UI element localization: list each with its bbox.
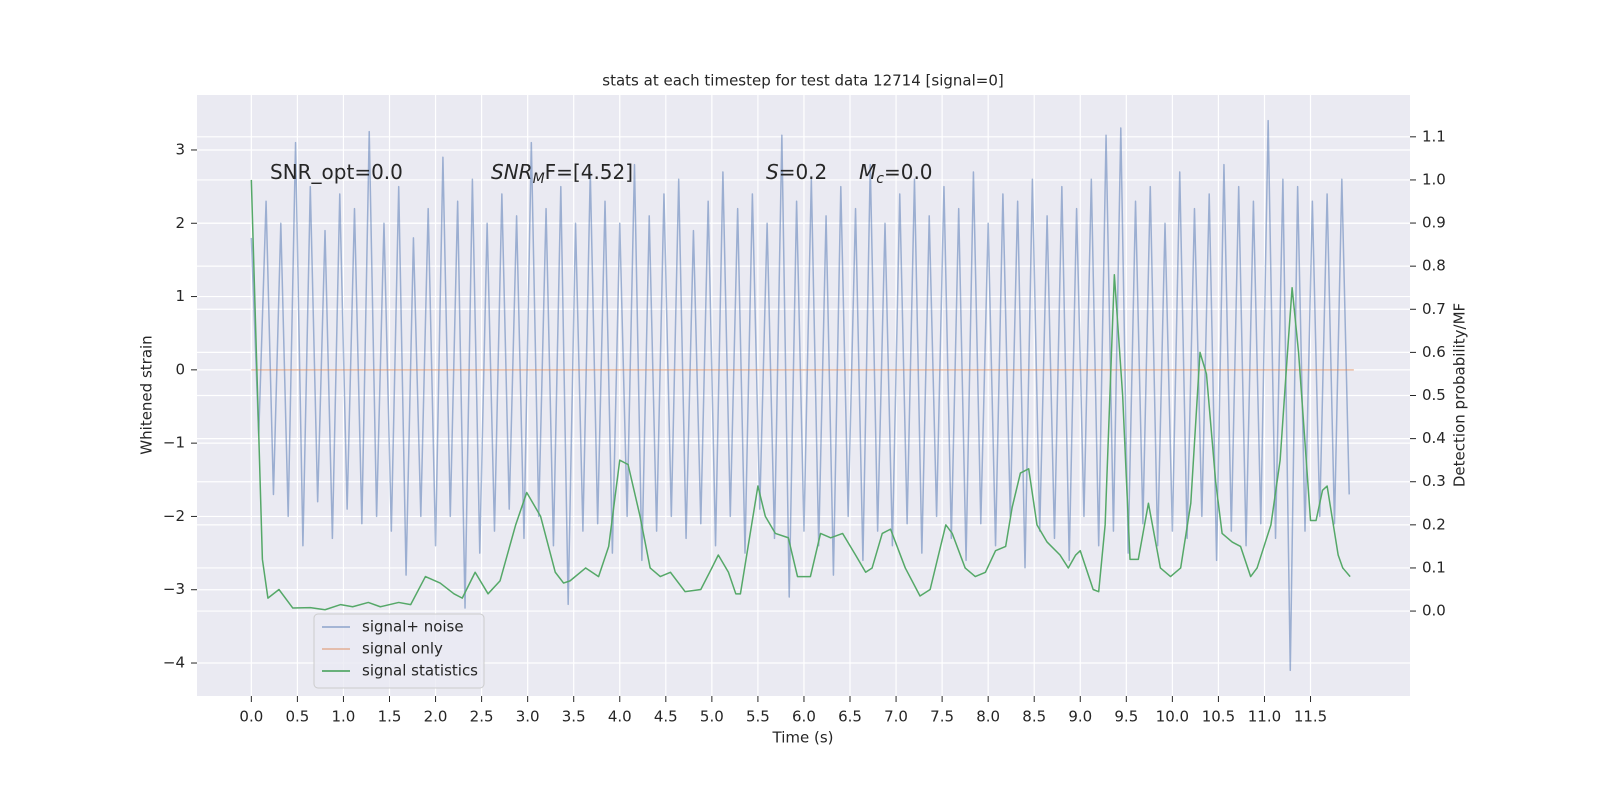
x-tick-label: 1.5 [378,708,402,726]
y2-tick-label: 0.5 [1422,386,1446,404]
x-tick-label: 4.0 [608,708,632,726]
y2-tick-label: 0.4 [1422,429,1446,447]
x-tick-label: 11.0 [1248,708,1281,726]
x-tick-label: 8.0 [976,708,1000,726]
y2-axis-label: Detection probability/MF [1451,303,1469,487]
annotation: S=0.2 [766,160,827,184]
x-tick-label: 11.5 [1294,708,1327,726]
y-tick-label: −2 [163,507,185,525]
y-tick-label: −4 [163,654,185,672]
x-tick-label: 6.5 [838,708,862,726]
legend-label: signal only [362,640,443,658]
y2-tick-label: 1.1 [1422,127,1446,145]
annotations: SNR_opt=0.0 SNRMF=[4.52] S=0.2 Mc=0.0 [270,160,933,188]
legend-box [313,613,485,689]
annotation-sub: M [533,171,545,187]
annotation-main: SNR [491,160,533,184]
annotation-main: S [766,160,779,184]
series-line [250,119,1350,672]
y2-tick-label: 0.1 [1422,558,1446,576]
x-tick-label: 3.0 [516,708,540,726]
y2-tick-label: 0.8 [1422,257,1446,275]
annotation-tail: F=[4.52] [545,160,633,184]
chart-title: stats at each timestep for test data 127… [602,72,1003,90]
y2-tick-label: 0.9 [1422,214,1446,232]
annotation: SNRMF=[4.52] [491,160,633,188]
annotation-main: M [859,160,876,184]
y-tick-label: 2 [175,214,185,232]
annotation: Mc=0.0 [859,160,933,188]
x-tick-label: 1.0 [332,708,356,726]
annotation-tail: =0.0 [884,160,933,184]
x-tick-label: 0.0 [239,708,263,726]
y2-tick-label: 0.3 [1422,472,1446,490]
legend-label: signal+ noise [362,618,464,636]
x-tick-label: 6.0 [792,708,816,726]
legend-label: signal statistics [362,662,478,680]
y2-tick-label: 0.6 [1422,343,1446,361]
y-tick-label: 0 [175,360,185,378]
y-tick-label: −1 [163,434,185,452]
y-tick-label: 1 [175,287,185,305]
x-tick-label: 4.5 [654,708,678,726]
x-tick-label: 2.0 [424,708,448,726]
ticks: 0.0 0.5 1.0 1.5 2.0 2.5 3.0 3.5 4.0 4.5 5.0 5.5 6.0 6… [163,127,1446,725]
annotation-sub: c [876,171,884,187]
marks [250,119,1354,672]
annotation-tail: =0.2 [779,160,828,184]
x-tick-label: 2.5 [470,708,494,726]
x-tick-label: 7.5 [930,708,954,726]
x-tick-label: 5.5 [746,708,770,726]
annotation: SNR_opt=0.0 [270,160,403,184]
x-tick-label: 10.0 [1156,708,1189,726]
x-axis-label: Time (s) [772,729,834,747]
y2-tick-label: 0.0 [1422,602,1446,620]
series-line [250,179,1351,611]
x-tick-label: 5.0 [700,708,724,726]
x-tick-label: 9.0 [1068,708,1092,726]
y2-tick-label: 0.2 [1422,515,1446,533]
legend: signal+ noise signal only signal statistic… [313,613,485,689]
y-axis-label: Whitened strain [138,335,156,454]
x-tick-label: 9.5 [1114,708,1138,726]
x-tick-label: 10.5 [1202,708,1235,726]
y2-tick-label: 1.0 [1422,170,1446,188]
y2-tick-label: 0.7 [1422,300,1446,318]
y-tick-label: 3 [175,140,185,158]
x-tick-label: 8.5 [1022,708,1046,726]
x-tick-label: 7.0 [884,708,908,726]
x-tick-label: 0.5 [285,708,309,726]
annotation-main: SNR_opt=0.0 [270,160,403,184]
x-tick-label: 3.5 [562,708,586,726]
y-tick-label: −3 [163,580,185,598]
